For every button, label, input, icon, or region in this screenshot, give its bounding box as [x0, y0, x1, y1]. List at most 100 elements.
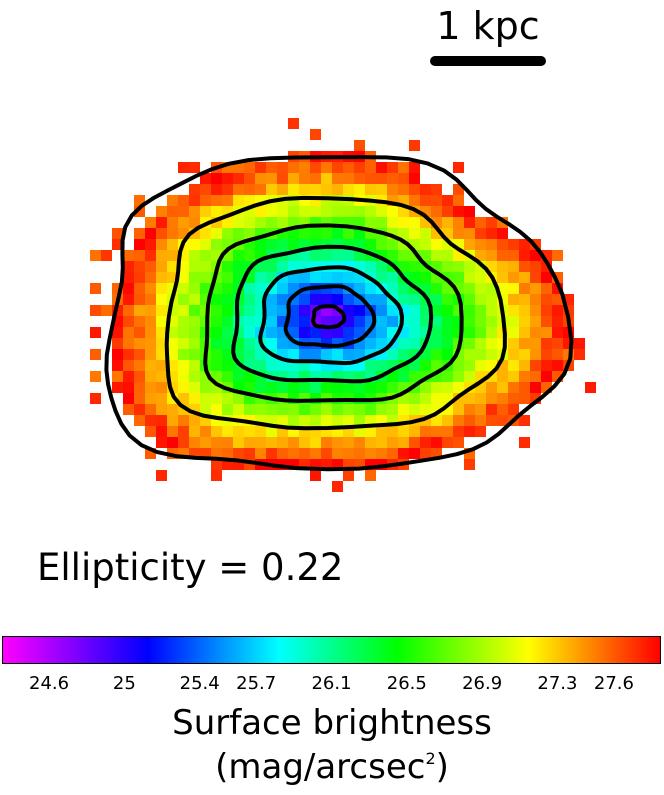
brightness-pixel	[376, 272, 387, 283]
brightness-pixel	[134, 272, 145, 283]
brightness-pixel	[200, 250, 211, 261]
contour-line	[203, 223, 464, 403]
brightness-pixel	[277, 426, 288, 437]
brightness-pixel	[134, 415, 145, 426]
brightness-pixel	[211, 184, 222, 195]
brightness-pixel	[519, 338, 530, 349]
brightness-pixel	[189, 228, 200, 239]
brightness-pixel	[299, 162, 310, 173]
brightness-pixel	[310, 382, 321, 393]
brightness-pixel	[497, 393, 508, 404]
colorbar-tick-label: 27.6	[593, 673, 634, 694]
brightness-pixel	[398, 195, 409, 206]
brightness-pixel	[442, 261, 453, 272]
brightness-pixel	[398, 250, 409, 261]
brightness-pixel	[90, 393, 101, 404]
brightness-pixel	[222, 448, 233, 459]
brightness-pixel	[189, 415, 200, 426]
brightness-pixel	[486, 283, 497, 294]
brightness-pixel	[156, 228, 167, 239]
brightness-pixel	[354, 305, 365, 316]
brightness-pixel	[420, 382, 431, 393]
contour-line	[104, 155, 574, 472]
brightness-pixel	[200, 437, 211, 448]
brightness-pixel	[211, 371, 222, 382]
brightness-pixel	[145, 371, 156, 382]
brightness-pixel	[167, 415, 178, 426]
brightness-pixel	[398, 239, 409, 250]
brightness-pixel	[222, 195, 233, 206]
brightness-pixel	[288, 316, 299, 327]
brightness-pixel	[376, 305, 387, 316]
brightness-pixel	[321, 426, 332, 437]
brightness-pixel	[145, 228, 156, 239]
brightness-pixel	[189, 217, 200, 228]
brightness-pixel	[255, 162, 266, 173]
brightness-pixel	[222, 393, 233, 404]
brightness-pixel	[431, 228, 442, 239]
brightness-pixel	[530, 327, 541, 338]
brightness-pixel	[387, 239, 398, 250]
brightness-pixel	[420, 228, 431, 239]
brightness-pixel	[376, 349, 387, 360]
brightness-pixel	[90, 283, 101, 294]
brightness-pixel	[464, 239, 475, 250]
brightness-pixel	[365, 316, 376, 327]
brightness-pixel	[288, 283, 299, 294]
brightness-pixel	[321, 415, 332, 426]
brightness-pixel	[222, 294, 233, 305]
brightness-pixel	[332, 415, 343, 426]
brightness-pixel	[431, 404, 442, 415]
brightness-pixel	[508, 327, 519, 338]
brightness-pixel	[266, 206, 277, 217]
brightness-pixel	[233, 404, 244, 415]
brightness-pixel	[266, 173, 277, 184]
colorbar-tick-label: 25	[112, 673, 136, 694]
brightness-pixel	[178, 294, 189, 305]
brightness-pixel	[288, 360, 299, 371]
brightness-pixel	[475, 426, 486, 437]
brightness-pixel	[189, 404, 200, 415]
brightness-pixel	[156, 206, 167, 217]
brightness-pixel	[442, 283, 453, 294]
brightness-pixel	[211, 426, 222, 437]
contour-line	[258, 265, 404, 366]
brightness-pixel	[211, 448, 222, 459]
brightness-pixel	[288, 228, 299, 239]
brightness-pixel	[486, 217, 497, 228]
brightness-pixel	[354, 162, 365, 173]
brightness-pixel	[145, 338, 156, 349]
brightness-pixel	[420, 195, 431, 206]
brightness-pixel	[189, 316, 200, 327]
brightness-pixel	[497, 371, 508, 382]
brightness-pixel	[211, 316, 222, 327]
brightness-pixel	[255, 228, 266, 239]
brightness-pixel	[453, 195, 464, 206]
brightness-pixel	[332, 272, 343, 283]
brightness-pixel	[431, 382, 442, 393]
brightness-pixel	[409, 360, 420, 371]
brightness-pixel	[332, 239, 343, 250]
brightness-pixel	[365, 415, 376, 426]
brightness-pixel	[266, 338, 277, 349]
brightness-pixel	[178, 305, 189, 316]
brightness-pixel	[431, 426, 442, 437]
brightness-pixel	[299, 206, 310, 217]
brightness-pixel	[299, 217, 310, 228]
brightness-pixel	[354, 360, 365, 371]
brightness-pixel	[332, 437, 343, 448]
scale-bar-label: 1 kpc	[436, 4, 540, 48]
brightness-pixel	[541, 261, 552, 272]
brightness-pixel	[222, 261, 233, 272]
brightness-pixel	[332, 360, 343, 371]
brightness-pixel	[475, 305, 486, 316]
brightness-pixel	[530, 294, 541, 305]
brightness-pixel	[431, 206, 442, 217]
brightness-pixel	[464, 459, 475, 470]
brightness-pixel	[156, 437, 167, 448]
brightness-pixel	[519, 250, 530, 261]
brightness-pixel	[310, 162, 321, 173]
brightness-pixel	[409, 228, 420, 239]
brightness-pixel	[255, 239, 266, 250]
brightness-pixel	[200, 426, 211, 437]
